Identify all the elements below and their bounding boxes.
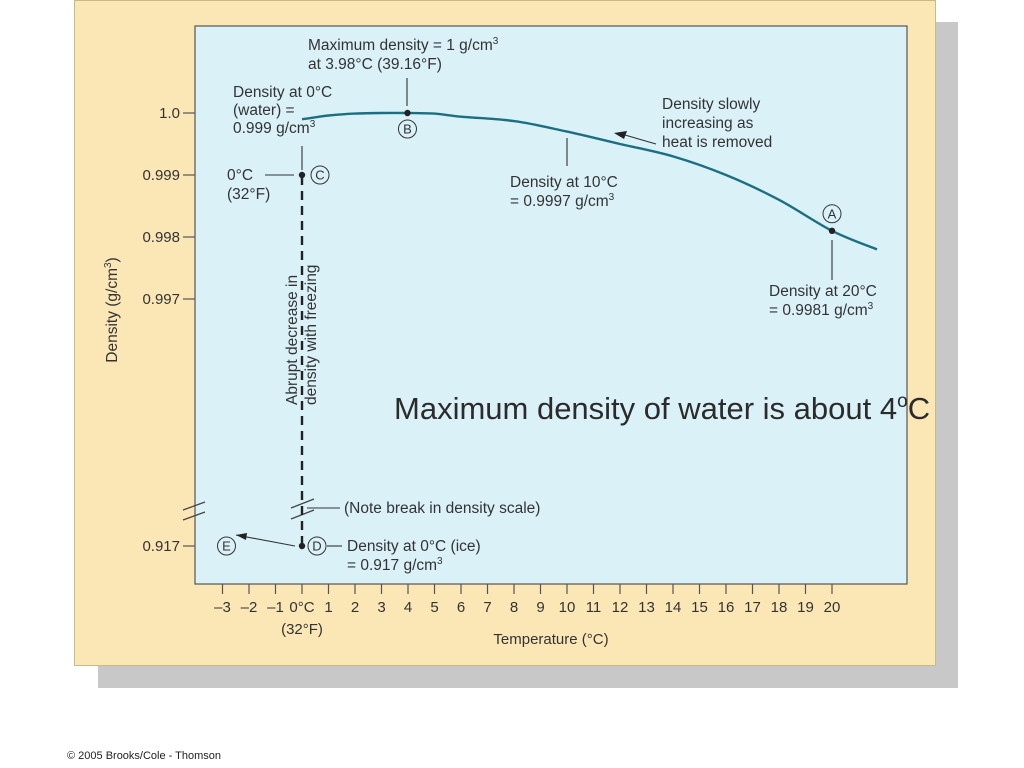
copyright-notice: © 2005 Brooks/Cole - Thomson	[67, 750, 222, 762]
x-tick-label: 14	[665, 599, 682, 616]
zero-c-line2: (32°F)	[227, 186, 270, 203]
density-0c-water-line2: (water) =	[233, 102, 295, 119]
x-tick-label: 9	[536, 599, 544, 616]
abrupt-decrease-annotation: Abrupt decrease in density with freezing	[284, 265, 320, 405]
point-b-circle	[397, 119, 417, 139]
x-tick-label: –1	[267, 599, 284, 616]
point-d-dot	[298, 542, 306, 550]
note-break-annotation: (Note break in density scale)	[344, 500, 540, 517]
zero-c-annotation: 0°C (32°F)	[227, 167, 270, 203]
x-tick-label: 8	[510, 599, 518, 616]
x-tick-label: 15	[691, 599, 708, 616]
x-tick-label: 6	[457, 599, 465, 616]
x-tick-label: 1	[324, 599, 332, 616]
density-0c-water-sup: 3	[310, 119, 316, 130]
plot-area	[194, 25, 908, 585]
point-b-dot	[404, 109, 411, 117]
density-curve	[301, 111, 878, 251]
x-tick-label: 13	[638, 599, 655, 616]
x-tick-label: 4	[404, 599, 412, 616]
heat-arrowhead	[614, 131, 627, 139]
y-tick-label: 0.998	[142, 229, 180, 246]
x-tick-label: 10	[559, 599, 576, 616]
y-axis-title-sup: 3	[103, 262, 114, 268]
point-e-letter: E	[222, 539, 231, 554]
slide-caption: Maximum density of water is about 4oC	[394, 384, 930, 427]
density-10c-line2: = 0.9997 g/cm	[510, 193, 609, 210]
point-c-dot	[298, 171, 306, 179]
x-tick-label: –3	[214, 599, 231, 616]
y-axis-title-tail: )	[104, 257, 121, 262]
x-tick-label: 19	[797, 599, 814, 616]
point-a-circle	[822, 204, 842, 224]
slowly-increasing-line2: increasing as	[662, 115, 754, 132]
max-density-sup: 3	[493, 36, 499, 47]
density-ice-line1: Density at 0°C (ice)	[347, 538, 481, 555]
slide-caption-tail: C	[907, 391, 931, 426]
x-tick-label: 5	[430, 599, 438, 616]
y-tick-label: 0.917	[142, 538, 180, 555]
density-ice-sup: 3	[437, 556, 443, 567]
max-density-annotation: Maximum density = 1 g/cm3 at 3.98°C (39.…	[308, 31, 503, 73]
slowly-increasing-line3: heat is removed	[662, 134, 772, 151]
slide-caption-sup: o	[897, 391, 908, 412]
point-c-letter: C	[315, 168, 324, 183]
point-d-circle	[307, 536, 327, 556]
zero-c-line1: 0°C	[227, 167, 253, 184]
slide-caption-text: Maximum density of water is about 4	[394, 391, 898, 426]
leader-lines	[235, 78, 833, 547]
x-tick-label: 18	[771, 599, 788, 616]
density-0c-water-line1: Density at 0°C	[233, 84, 332, 101]
x-tick-label: 20	[824, 599, 841, 616]
density-20c-line1: Density at 20°C	[769, 283, 877, 300]
abrupt-decrease-line2: density with freezing	[303, 265, 320, 405]
x-tick-label: 12	[612, 599, 629, 616]
y-tick-label: 0.999	[142, 167, 180, 184]
x-axis-ticks: –3 –2 –1 0°C 1 2 3 4 5 6 7 8 9 10 11 12 13 14 15 16 17 18 19 20	[214, 584, 840, 616]
abrupt-decrease-line1: Abrupt decrease in	[284, 275, 301, 405]
point-a-letter: A	[828, 206, 837, 221]
density-0c-water-annotation: Density at 0°C (water) = 0.999 g/cm3	[233, 84, 337, 137]
x-tick-label: 0°C	[289, 599, 314, 616]
x-tick-label: 16	[718, 599, 735, 616]
density-10c-annotation: Density at 10°C = 0.9997 g/cm3	[510, 174, 622, 210]
density-0c-water-line3: 0.999 g/cm	[233, 120, 310, 137]
y-tick-label: 1.0	[159, 105, 180, 122]
x-tick-label: 7	[483, 599, 491, 616]
density-20c-sup: 3	[868, 301, 874, 312]
x-tick-label: 3	[377, 599, 385, 616]
point-e-circle	[217, 536, 236, 556]
slowly-increasing-line1: Density slowly	[662, 96, 760, 113]
density-10c-line1: Density at 10°C	[510, 174, 618, 191]
max-density-line1: Maximum density = 1 g/cm	[308, 37, 493, 54]
point-b-letter: B	[403, 122, 412, 137]
data-points: A B C D E	[217, 109, 842, 556]
x-tick-label: 17	[744, 599, 761, 616]
density-20c-line2: = 0.9981 g/cm	[769, 302, 868, 319]
x-axis-title: Temperature (°C)	[493, 631, 608, 648]
x-zero-sublabel: (32°F)	[281, 621, 323, 638]
point-a-dot	[828, 227, 836, 234]
ice-arrowhead	[236, 533, 247, 540]
slowly-increasing-annotation: Density slowly increasing as heat is rem…	[662, 96, 772, 151]
density-ice-line2: = 0.917 g/cm	[347, 557, 437, 574]
density-ice-annotation: Density at 0°C (ice) = 0.917 g/cm3	[347, 538, 485, 574]
x-tick-label: 2	[351, 599, 359, 616]
point-d-letter: D	[312, 539, 321, 554]
y-axis-title-main: Density (g/cm	[104, 268, 121, 363]
density-20c-annotation: Density at 20°C = 0.9981 g/cm3	[769, 283, 881, 319]
density-10c-sup: 3	[609, 192, 615, 203]
x-tick-label: –2	[241, 599, 258, 616]
y-axis-title: Density (g/cm3)	[103, 257, 121, 362]
y-axis-ticks: 1.0 0.999 0.998 0.997 0.917	[142, 105, 195, 555]
point-c-circle	[310, 165, 330, 185]
max-density-line2: at 3.98°C (39.16°F)	[308, 56, 442, 73]
x-tick-label: 11	[586, 599, 602, 616]
y-tick-label: 0.997	[142, 291, 180, 308]
